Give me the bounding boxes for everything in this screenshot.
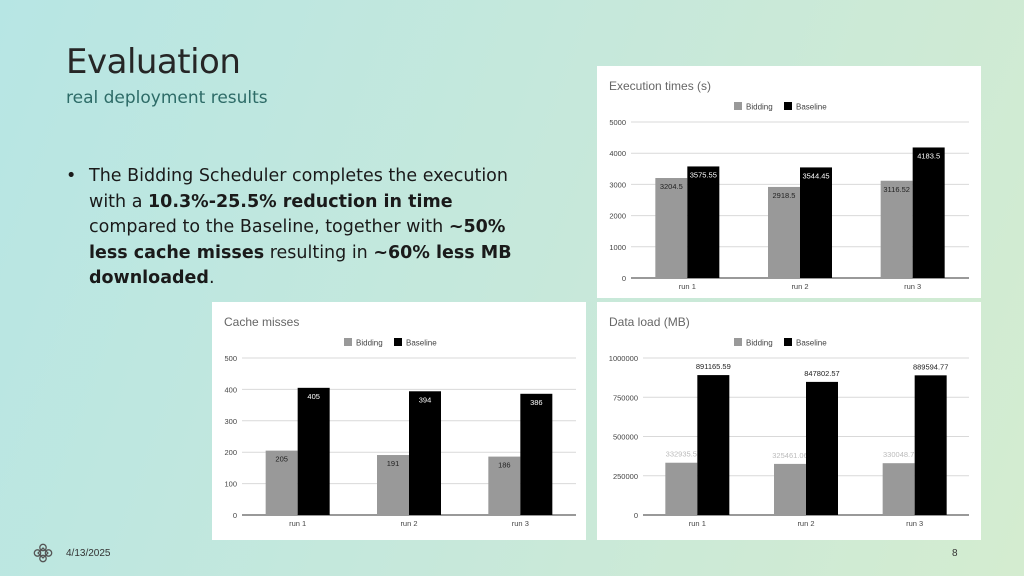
data-label-baseline: 386	[530, 398, 543, 407]
bar-bidding-run-2	[377, 455, 409, 515]
bar-baseline-run-3	[912, 147, 945, 278]
data-load-chart-panel: Data load (MB) Bidding Baseline 0 250000 5000…	[597, 302, 981, 540]
data-label-bidding: 332935.5	[666, 450, 697, 459]
bar-bidding-run-3	[882, 463, 915, 515]
x-tick-label: run 1	[679, 282, 696, 291]
x-tick-label: run 2	[791, 282, 808, 291]
bullet-point: • The Bidding Scheduler completes the ex…	[66, 164, 516, 292]
data-label-baseline: 3544.45	[802, 171, 829, 180]
y-tick-label: 0	[634, 511, 638, 520]
bar-bidding-run-1	[655, 178, 688, 278]
legend-swatch-bidding	[734, 338, 742, 346]
bullet-bold-mb: ~60% less MB downloaded	[89, 242, 512, 289]
legend-label-baseline: Baseline	[796, 103, 827, 112]
data-label-bidding: 330048.7	[883, 450, 914, 459]
bar-baseline-run-1	[687, 166, 720, 278]
bar-baseline-run-3	[914, 375, 947, 515]
slide-title: Evaluation	[66, 42, 241, 82]
bar-bidding-run-1	[265, 450, 298, 515]
x-tick-label: run 2	[797, 519, 814, 528]
bar-baseline-run-1	[697, 375, 730, 515]
bullet-bold-cache: ~50% less cache misses	[89, 217, 506, 263]
bullet-bold-time: 10.3%-25.5% reduction in time	[147, 191, 453, 212]
y-tick-label: 500	[224, 354, 237, 363]
data-label-bidding: 3204.5	[660, 182, 683, 191]
data-label-baseline: 394	[419, 395, 432, 404]
y-tick-label: 1000000	[609, 354, 638, 363]
legend-swatch-bidding	[734, 102, 742, 110]
data-label-bidding: 325461.06	[772, 451, 807, 460]
chart-title: Data load (MB)	[609, 315, 690, 329]
legend-swatch-baseline	[784, 102, 792, 110]
y-tick-label: 0	[233, 511, 237, 520]
bar-bidding-run-2	[774, 463, 806, 515]
x-tick-label: run 3	[904, 282, 921, 291]
y-tick-label: 2000	[609, 212, 626, 221]
data-label-bidding: 2918.5	[773, 191, 796, 200]
footer-date: 4/13/2025	[66, 548, 111, 559]
data-label-bidding: 186	[498, 461, 511, 470]
x-tick-label: run 3	[512, 519, 529, 528]
cache-misses-chart-panel: Cache misses Bidding Baseline 0 100 200 300 400…	[212, 302, 586, 540]
legend-swatch-baseline	[784, 338, 792, 346]
data-label-bidding: 205	[275, 455, 288, 464]
x-tick-label: run 3	[906, 519, 923, 528]
legend-swatch-bidding	[344, 338, 352, 346]
chart-title: Execution times (s)	[609, 79, 711, 93]
legend-swatch-baseline	[394, 338, 402, 346]
cache-misses-chart: Cache misses Bidding Baseline 0 100 200 300 400…	[224, 315, 576, 528]
data-label-baseline: 3575.55	[690, 170, 717, 179]
y-tick-label: 4000	[609, 149, 626, 158]
y-tick-label: 300	[224, 417, 237, 426]
legend-label-baseline: Baseline	[796, 339, 827, 348]
data-label-bidding: 3116.52	[883, 185, 910, 194]
bullet-text-2: compared to the Baseline, together with	[89, 217, 449, 237]
bullet-text-1: The Bidding Scheduler completes the exec…	[89, 166, 508, 212]
legend-label-bidding: Bidding	[746, 339, 773, 348]
x-tick-label: run 2	[400, 519, 417, 528]
bullet-text: The Bidding Scheduler completes the exec…	[89, 164, 516, 292]
bullet-dot: •	[66, 166, 77, 186]
legend-label-baseline: Baseline	[406, 339, 437, 348]
data-label-baseline: 889594.77	[913, 362, 948, 371]
data-label-bidding: 191	[387, 459, 400, 468]
data-label-baseline: 4183.5	[917, 151, 940, 160]
y-tick-label: 5000	[609, 118, 626, 127]
bar-bidding-run-2	[768, 186, 800, 278]
y-tick-label: 0	[622, 274, 626, 283]
bullet-text-4: .	[208, 268, 215, 288]
bar-bidding-run-3	[488, 456, 521, 515]
x-tick-label: run 1	[289, 519, 306, 528]
bullet-text-3: resulting in	[264, 242, 374, 263]
legend-label-bidding: Bidding	[356, 339, 383, 348]
chart-title: Cache misses	[224, 315, 299, 329]
data-label-baseline: 891165.59	[696, 362, 731, 371]
slide-subtitle: real deployment results	[66, 88, 268, 108]
y-tick-label: 1000	[609, 243, 626, 252]
bar-baseline-run-2	[409, 391, 441, 515]
execution-times-chart-panel: Execution times (s) Bidding Baseline 0 1000 2…	[597, 66, 981, 298]
data-load-chart: Data load (MB) Bidding Baseline 0 250000 5000…	[609, 315, 969, 528]
data-label-baseline: 405	[307, 392, 320, 401]
page-number: 8	[952, 548, 958, 559]
celtic-knot-icon	[33, 543, 53, 563]
bar-baseline-run-3	[520, 393, 553, 515]
y-tick-label: 100	[224, 480, 237, 489]
bar-baseline-run-1	[297, 387, 330, 515]
legend-label-bidding: Bidding	[746, 103, 773, 112]
bar-bidding-run-1	[665, 462, 698, 515]
y-tick-label: 200	[224, 448, 237, 457]
y-tick-label: 3000	[609, 180, 626, 189]
y-tick-label: 500000	[613, 433, 638, 442]
y-tick-label: 250000	[613, 472, 638, 481]
bar-baseline-run-2	[806, 381, 838, 515]
data-label-baseline: 847802.57	[804, 369, 839, 378]
x-tick-label: run 1	[689, 519, 706, 528]
y-tick-label: 400	[224, 385, 237, 394]
execution-times-chart: Execution times (s) Bidding Baseline 0 1000 2…	[609, 79, 969, 291]
y-tick-label: 750000	[613, 393, 638, 402]
bar-baseline-run-2	[800, 167, 832, 278]
bar-bidding-run-3	[880, 180, 913, 278]
